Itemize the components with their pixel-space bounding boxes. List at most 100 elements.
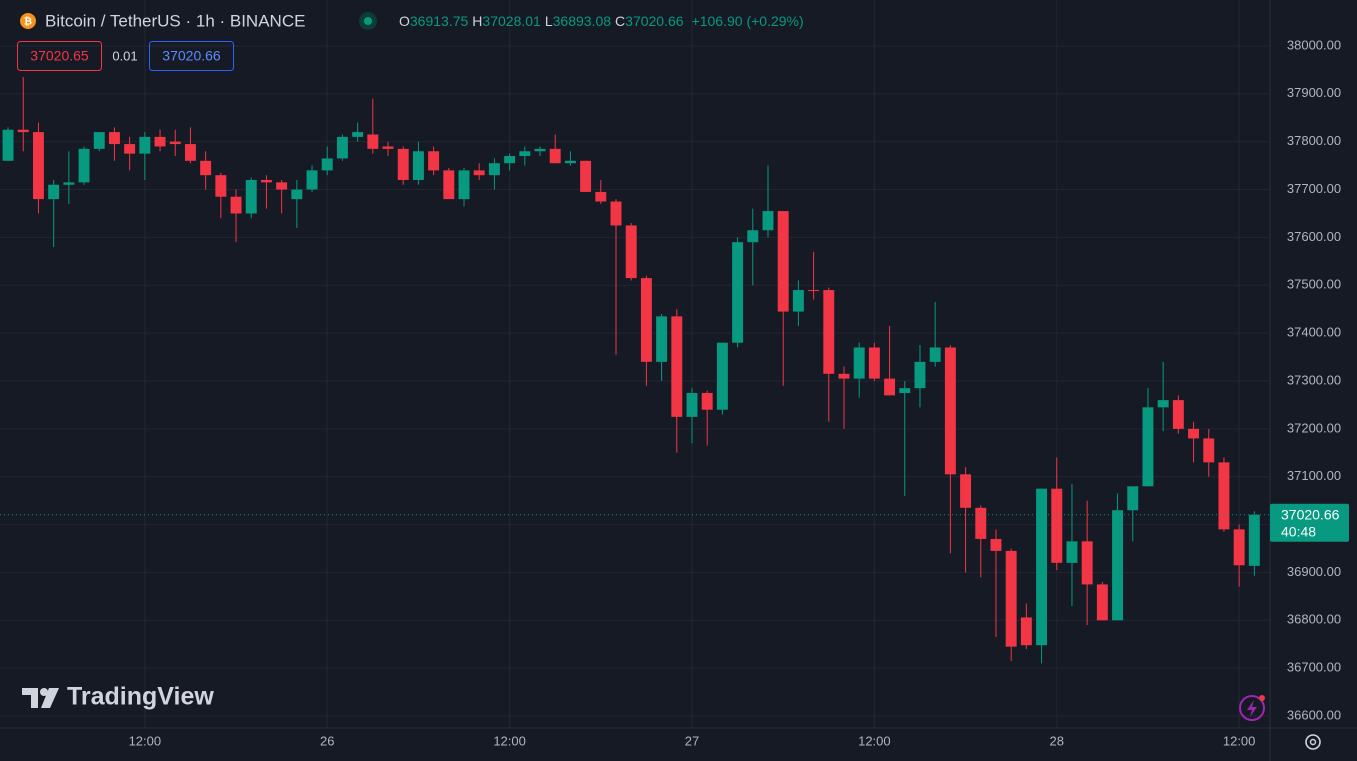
candle-body — [1036, 488, 1048, 646]
candle-body — [716, 342, 728, 410]
ask-box[interactable] — [149, 41, 234, 71]
alert-bolt — [1247, 700, 1257, 717]
y-tick-label: 37600.00 — [1287, 229, 1341, 244]
candle-body — [1203, 438, 1215, 463]
candle-body — [549, 148, 561, 164]
y-tick-label: 37900.00 — [1287, 85, 1341, 100]
settings-icon[interactable] — [1305, 734, 1321, 750]
candle-body — [458, 170, 470, 200]
candle-body — [291, 189, 303, 200]
watermark: TradingView — [67, 683, 214, 711]
candle-body — [884, 378, 896, 396]
candle-body — [701, 392, 713, 410]
coin-icon — [20, 13, 36, 29]
ohlc-value: 37020.66 — [625, 13, 684, 29]
y-tick-label: 36600.00 — [1287, 707, 1341, 722]
y-tick-label: 37300.00 — [1287, 372, 1341, 387]
y-tick-label: 36900.00 — [1287, 564, 1341, 579]
candle-body — [260, 179, 272, 183]
candle-body — [215, 175, 227, 197]
candle-body — [169, 141, 181, 145]
candle-body — [853, 347, 865, 379]
candle-body — [2, 129, 14, 161]
x-tick-label: 12:00 — [493, 733, 526, 748]
ask-price[interactable]: 37020.66 — [162, 48, 221, 64]
x-tick-label: 26 — [320, 733, 334, 748]
candle-body — [564, 160, 576, 164]
ohlc-key: H — [472, 13, 482, 29]
alert-icon[interactable] — [1239, 695, 1265, 721]
candle-body — [929, 347, 941, 362]
candle-body — [640, 278, 652, 362]
candle-body — [443, 170, 455, 200]
candles — [0, 77, 1270, 664]
last-price-label: 37020.66 — [1281, 506, 1340, 522]
candle-body — [534, 148, 546, 152]
candle-body — [838, 373, 850, 379]
candle-body — [762, 211, 774, 231]
candle-body — [732, 242, 744, 343]
candle-body — [823, 290, 835, 374]
candle-body — [610, 201, 622, 226]
candle-body — [17, 129, 29, 133]
chart-title: Bitcoin / TetherUS · 1h · BINANCE — [45, 11, 305, 30]
ohlc-legend: O36913.75 H37028.01 L36893.08 C37020.66 +106… — [399, 13, 804, 29]
countdown: 40:48 — [1281, 523, 1316, 539]
status-dot — [364, 17, 372, 25]
candle-body — [200, 160, 212, 176]
candle-body — [671, 316, 683, 417]
candle-body — [519, 151, 531, 157]
x-tick-label: 12:00 — [1223, 733, 1256, 748]
candle-body — [1218, 462, 1230, 530]
candle-body — [504, 156, 516, 164]
candle-body — [1233, 529, 1245, 566]
bid-price[interactable]: 37020.65 — [30, 48, 89, 64]
candle-body — [139, 136, 151, 154]
candle-body — [944, 347, 956, 475]
y-tick-label: 37500.00 — [1287, 277, 1341, 292]
candle-body — [686, 392, 698, 417]
x-tick-label: 12:00 — [858, 733, 891, 748]
ohlc-key: L — [545, 13, 553, 29]
candle-body — [154, 136, 166, 147]
x-tick-label: 27 — [685, 733, 699, 748]
candle-body — [382, 146, 394, 149]
candle-body — [488, 163, 500, 176]
last-price-box — [1270, 503, 1349, 542]
candle-body — [276, 182, 288, 190]
candle-body — [230, 196, 242, 214]
candle-body — [625, 225, 637, 279]
watermark-logo — [22, 688, 59, 708]
x-tick-label: 12:00 — [129, 733, 162, 748]
y-tick-label: 37700.00 — [1287, 181, 1341, 196]
candle-body — [306, 170, 318, 190]
candle-body — [321, 158, 333, 171]
ohlc-key: C — [615, 13, 625, 29]
candle-body — [473, 170, 485, 176]
candle-body — [93, 132, 105, 149]
y-tick-label: 37100.00 — [1287, 468, 1341, 483]
candle-body — [1142, 407, 1154, 487]
candle-body — [367, 134, 379, 149]
candle-body — [397, 148, 409, 180]
candle-body — [580, 160, 592, 192]
ohlc-value: 37028.01 — [482, 13, 541, 29]
candle-body — [868, 347, 880, 379]
bid-box[interactable] — [17, 41, 102, 71]
candle-body — [1020, 617, 1032, 646]
candle-body — [124, 144, 136, 154]
candle-body — [245, 179, 257, 214]
coin-glyph: ₿ — [24, 16, 32, 28]
spread: 0.01 — [112, 48, 137, 63]
candle-body — [656, 316, 668, 362]
candle-body — [975, 507, 987, 539]
candle-body — [960, 474, 972, 508]
candle-body — [990, 538, 1002, 551]
candle-body — [352, 132, 364, 137]
candle-body — [1112, 510, 1124, 621]
candle-body — [595, 191, 607, 202]
candle-body — [63, 182, 75, 185]
change: +106.90 (+0.29%) — [692, 13, 804, 29]
candle-body — [78, 148, 90, 183]
candle-body — [1005, 550, 1017, 647]
